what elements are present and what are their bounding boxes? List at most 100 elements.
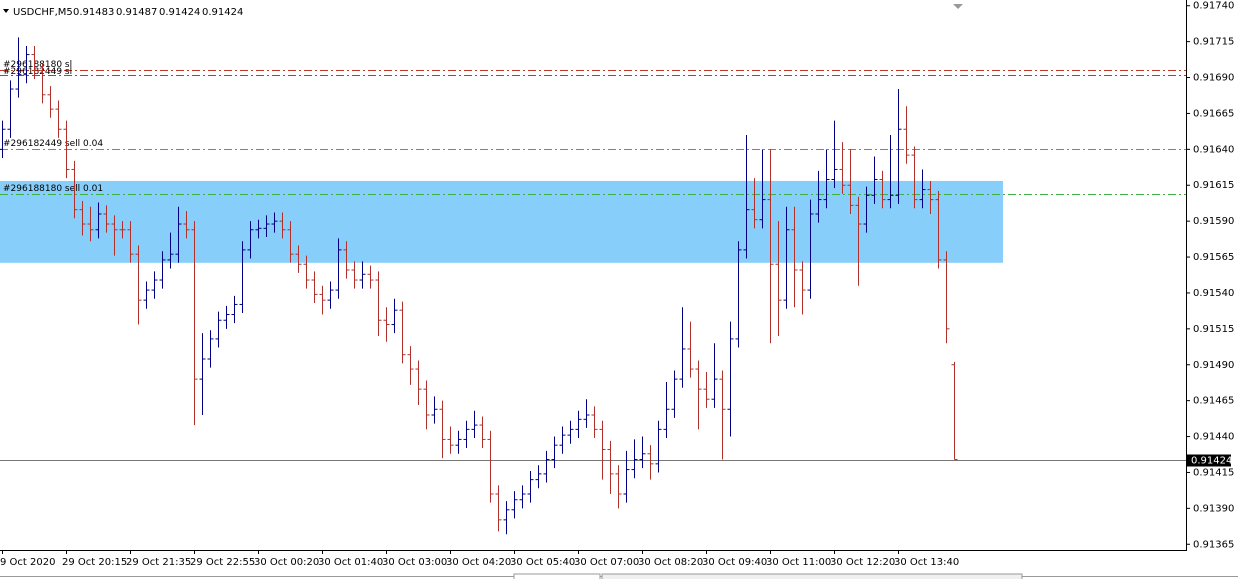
- tab[interactable]: [601, 573, 1023, 579]
- ohlc-bar: [199, 333, 206, 416]
- y-tick-label: 0.91390: [1193, 503, 1234, 514]
- ohlc-bar: [471, 410, 478, 438]
- ohlc-bar: [287, 221, 294, 263]
- x-tick-label: 30 Oct 11:00: [766, 557, 831, 568]
- ohlc-bar: [151, 271, 158, 299]
- ohlc-bar: [535, 465, 542, 489]
- ohlc-bar: [167, 232, 174, 269]
- ohlc-bar: [567, 420, 574, 444]
- ohlc-bar: [23, 45, 30, 84]
- ohlc-bar: [343, 241, 350, 279]
- shift-marker: [953, 4, 963, 9]
- ohlc-bar: [279, 212, 286, 239]
- x-tick-label: 29 Oct 20:15: [62, 557, 127, 568]
- ohlc-bar: [247, 221, 254, 259]
- ohlc-bar: [415, 360, 422, 405]
- ohlc-bar: [223, 305, 230, 329]
- ohlc-bar: [191, 221, 198, 426]
- ohlc-bar: [639, 436, 646, 469]
- ohlc-bar: [183, 211, 190, 239]
- ohlc-bar: [623, 450, 630, 503]
- ohlc-bar: [927, 180, 934, 214]
- ohlc-bar: [655, 420, 662, 473]
- ohlc-bar: [807, 199, 814, 299]
- ohlc-bar: [103, 205, 110, 233]
- ohlc-bar: [487, 430, 494, 503]
- ohlc-bar: [551, 436, 558, 469]
- ohlc-bar: [375, 271, 382, 337]
- ohlc-bar: [671, 370, 678, 418]
- y-tick-label: 0.91665: [1193, 108, 1234, 119]
- y-tick-label: 0.91740: [1193, 1, 1234, 12]
- ohlc-bar: [591, 406, 598, 438]
- header-open: 0.91483: [73, 7, 114, 18]
- ohlc-bar: [503, 501, 510, 535]
- x-tick-label: 30 Oct 00:20: [254, 557, 319, 568]
- ohlc-bar: [711, 343, 718, 408]
- header-arrow: [3, 9, 9, 13]
- ohlc-bar: [463, 420, 470, 449]
- ohlc-bar: [543, 450, 550, 483]
- ohlc-bar: [911, 146, 918, 209]
- ohlc-bar: [367, 265, 374, 289]
- ohlc-bar: [311, 271, 318, 304]
- price-label: 0.91424: [1191, 456, 1232, 467]
- ohlc-bar: [631, 439, 638, 479]
- x-tick-label: 30 Oct 01:40: [318, 557, 383, 568]
- ohlc-bar: [583, 399, 590, 428]
- ohlc-bar: [895, 89, 902, 204]
- ohlc-bar: [687, 321, 694, 378]
- ohlc-bar: [919, 169, 926, 209]
- ohlc-bar: [47, 86, 54, 118]
- x-tick-label: 30 Oct 07:00: [574, 557, 639, 568]
- ohlc-bar: [63, 120, 70, 179]
- ohlc-bar: [935, 190, 942, 269]
- y-tick-label: 0.91465: [1193, 396, 1234, 407]
- ohlc-bar: [527, 471, 534, 503]
- y-tick-label: 0.91365: [1193, 539, 1234, 550]
- ohlc-bar: [751, 178, 758, 229]
- ohlc-bar: [71, 160, 78, 219]
- ohlc-bar: [95, 202, 102, 239]
- y-tick-label: 0.91540: [1193, 288, 1234, 299]
- ohlc-bar: [0, 120, 6, 158]
- ohlc-bar: [879, 170, 886, 209]
- ohlc-bar: [135, 245, 142, 325]
- y-tick-label: 0.91415: [1193, 467, 1234, 478]
- ohlc-bar: [391, 298, 398, 334]
- ohlc-bar: [439, 400, 446, 459]
- y-tick-label: 0.91690: [1193, 73, 1234, 84]
- tab[interactable]: [513, 573, 601, 579]
- ohlc-bar: [175, 206, 182, 263]
- ohlc-bar: [55, 100, 62, 138]
- ohlc-bar: [479, 416, 486, 449]
- ohlc-bar: [607, 440, 614, 494]
- ohlc-bar: [303, 255, 310, 289]
- ohlc-bar: [495, 485, 502, 532]
- ohlc-bar: [263, 215, 270, 237]
- y-tick-label: 0.91490: [1193, 360, 1234, 371]
- y-tick-label: 0.91590: [1193, 216, 1234, 227]
- x-tick-label: 30 Oct 05:40: [510, 557, 575, 568]
- x-tick-label: 30 Oct 04:20: [446, 557, 511, 568]
- header-high: 0.91487: [116, 7, 157, 18]
- ohlc-bar: [7, 80, 14, 138]
- header-symbol: USDCHF,M5: [13, 7, 73, 18]
- x-tick-label: 30 Oct 03:00: [382, 557, 447, 568]
- ohlc-bar: [615, 465, 622, 509]
- x-tick-label: 30 Oct 08:20: [638, 557, 703, 568]
- ohlc-bar: [871, 156, 878, 204]
- ohlc-bar: [775, 221, 782, 337]
- header-close: 0.91424: [202, 7, 243, 18]
- ohlc-bar: [511, 491, 518, 519]
- ohlc-bar: [743, 134, 750, 259]
- y-tick-label: 0.91440: [1193, 432, 1234, 443]
- ohlc-bar: [159, 251, 166, 289]
- ohlc-bar: [783, 206, 790, 309]
- ohlc-bar: [559, 426, 566, 454]
- ohlc-bar: [351, 261, 358, 289]
- ohlc-bar: [127, 221, 134, 263]
- x-tick-label: 29 Oct 21:35: [126, 557, 191, 568]
